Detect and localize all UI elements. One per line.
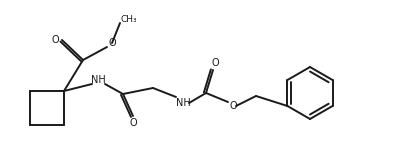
Text: O: O: [229, 101, 237, 111]
Text: NH: NH: [176, 98, 190, 108]
Text: O: O: [129, 118, 137, 128]
Text: CH₃: CH₃: [121, 15, 138, 25]
Text: O: O: [51, 35, 59, 45]
Text: O: O: [108, 38, 116, 48]
Text: NH: NH: [91, 75, 105, 85]
Text: O: O: [211, 58, 219, 68]
